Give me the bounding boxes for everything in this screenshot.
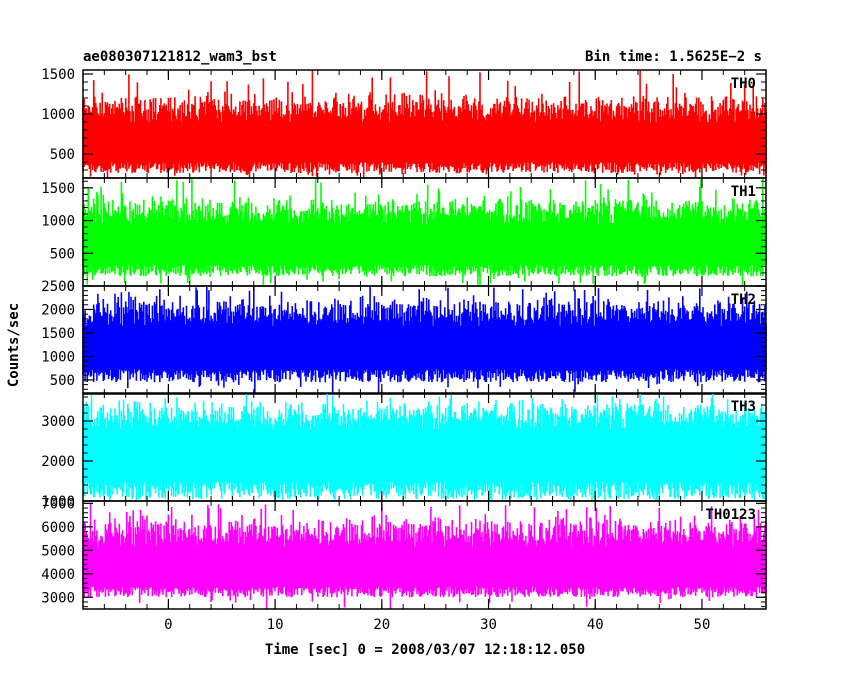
y-tick-label: 1500 [41,181,75,197]
x-tick-label: 50 [694,617,711,633]
panel-th3: 1000 2000 3000 TH3 [41,392,767,510]
panel-label-th0123: TH0123 [705,507,756,523]
x-axis: 0 10 20 30 40 50 [164,617,710,633]
panel-th2: 500 1000 1500 2000 2500 TH2 [41,279,767,395]
panel-th0123: 3000 4000 5000 6000 7000 TH0123 [41,496,767,610]
panel-label-th1: TH1 [731,184,756,200]
x-axis-label: Time [sec] 0 = 2008/03/07 12:18:12.050 [265,642,585,658]
x-tick-label: 30 [480,617,497,633]
y-tick-label: 7000 [41,496,75,512]
panel-label-th2: TH2 [731,292,756,308]
y-tick-label: 500 [50,373,75,389]
y-tick-label: 500 [50,147,75,163]
y-axis-label: Counts/sec [6,303,22,387]
bin-time-label: Bin time: 1.5625E−2 s [585,49,762,65]
panel-label-th0: TH0 [731,76,756,92]
y-tick-label: 1500 [41,67,75,83]
panel-th0: 500 1000 1500 TH0 [41,67,767,179]
y-tick-label: 5000 [41,543,75,559]
y-tick-label: 1000 [41,107,75,123]
y-tick-label: 2000 [41,302,75,318]
x-tick-label: 0 [164,617,172,633]
y-tick-label: 1500 [41,326,75,342]
y-tick-label: 1000 [41,214,75,230]
panels-group: 500 1000 1500 TH0 0 500 1000 1500 TH1 500 1000 1500… [41,67,767,610]
y-tick-label: 6000 [41,520,75,536]
x-tick-label: 40 [587,617,604,633]
series-core-th1 [83,224,766,262]
y-tick-label: 3000 [41,414,75,430]
series-core-th0123 [83,546,766,584]
series-core-th0 [83,122,766,160]
y-tick-label: 1000 [41,494,75,510]
chart-title: ae080307121812_wam3_bst [83,49,277,65]
y-tick-label: 2500 [41,279,75,295]
panel-th1: 0 500 1000 1500 TH1 [41,177,767,295]
y-tick-label: 0 [67,279,75,295]
series-core-th3 [83,429,766,477]
y-tick-label: 2000 [41,454,75,470]
x-tick-label: 20 [373,617,390,633]
panel-label-th3: TH3 [731,399,756,415]
y-tick-label: 4000 [41,567,75,583]
y-tick-label: 1000 [41,349,75,365]
y-tick-label: 3000 [41,590,75,606]
y-tick-label: 500 [50,246,75,262]
x-tick-label: 10 [267,617,284,633]
series-core-th2 [83,325,766,366]
